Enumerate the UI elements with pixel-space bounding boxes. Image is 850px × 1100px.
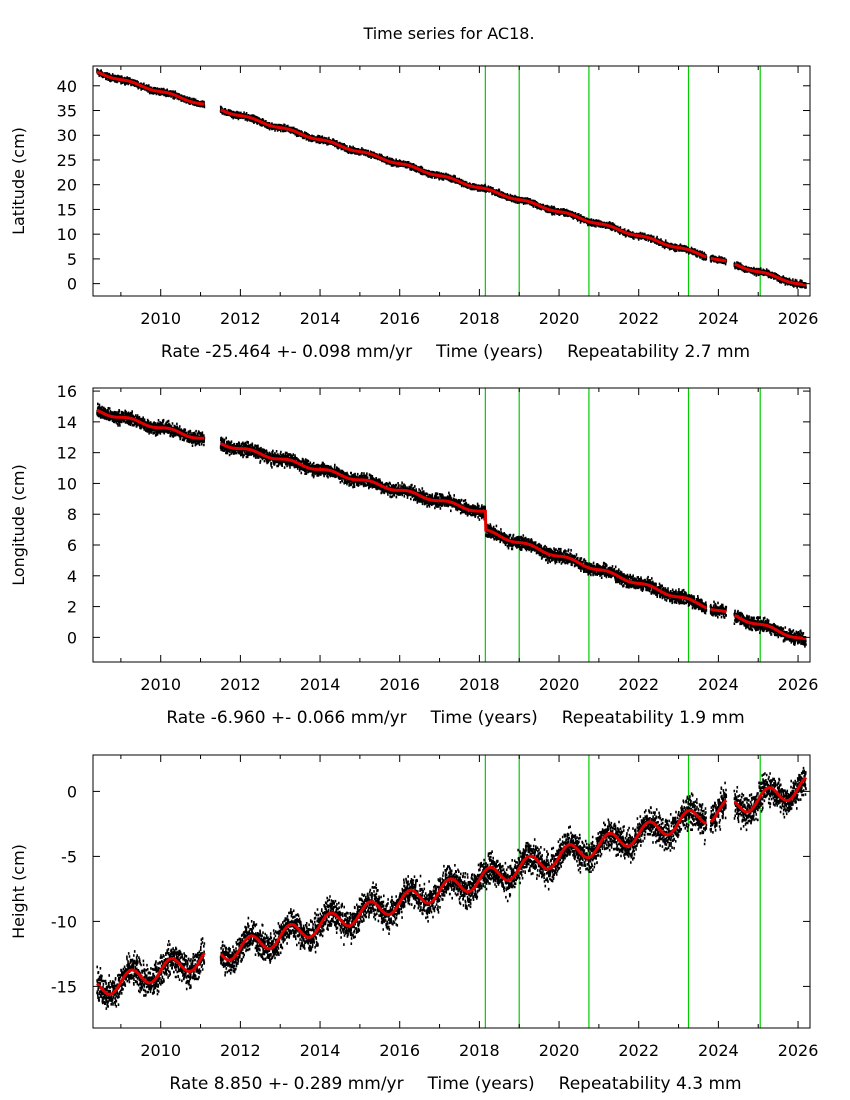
x-tick-label: 2026	[778, 309, 819, 328]
x-tick-label: 2022	[618, 675, 659, 694]
x-tick-label: 2016	[379, 675, 420, 694]
y-tick-label: 5	[67, 250, 77, 269]
rate-text: Rate 8.850 +- 0.289 mm/yr	[169, 1074, 403, 1094]
x-tick-label: 2018	[459, 1041, 500, 1060]
x-tick-label: 2012	[220, 1041, 261, 1060]
longitude-panel: 2010 2012 2014 2016 2018 2020 2022 2024 2026 0 2 4 6…	[9, 382, 818, 728]
x-tick-label: 2022	[618, 1041, 659, 1060]
y-tick-label: 4	[67, 567, 77, 586]
latitude-panel: 2010 2012 2014 2016 2018 2020 2022 2024 2026 0 5 10…	[9, 65, 819, 362]
x-axis-label: Time (years)	[430, 708, 538, 728]
y-tick-label: 6	[67, 536, 77, 555]
y-tick-label: 30	[57, 126, 77, 145]
x-axis-caption: Rate -25.464 +- 0.098 mm/yr Time (years) R…	[161, 342, 750, 362]
plot-frame	[92, 754, 811, 1029]
repeatability-text: Repeatability 1.9 mm	[562, 708, 745, 728]
x-tick-label: 2018	[459, 309, 500, 328]
y-tick-label: 14	[57, 413, 77, 432]
x-tick-label: 2014	[300, 309, 341, 328]
y-tick-label: 2	[67, 598, 77, 617]
x-axis-caption: Rate -6.960 +- 0.066 mm/yr Time (years) Re…	[166, 708, 744, 728]
y-tick-label: 20	[57, 176, 77, 195]
x-axis-caption: Rate 8.850 +- 0.289 mm/yr Time (years) Rep…	[169, 1074, 741, 1094]
y-tick-label: 15	[57, 200, 77, 219]
x-tick-label: 2020	[539, 675, 580, 694]
x-tick-label: 2020	[539, 1041, 580, 1060]
y-axis-label: Longitude (cm)	[9, 464, 28, 586]
x-tick-label: 2010	[140, 1041, 181, 1060]
x-tick-label: 2012	[220, 309, 261, 328]
repeatability-text: Repeatability 4.3 mm	[559, 1074, 742, 1094]
x-axis-label: Time (years)	[427, 1074, 535, 1094]
y-tick-label: 16	[57, 382, 77, 401]
x-tick-label: 2024	[698, 675, 739, 694]
y-tick-label: 0	[67, 275, 77, 294]
figure-title: Time series for AC18.	[362, 24, 534, 43]
plot-frame	[92, 387, 811, 663]
rate-text: Rate -6.960 +- 0.066 mm/yr	[166, 708, 406, 728]
y-tick-label: -10	[51, 912, 77, 931]
height-panel: 2010 2012 2014 2016 2018 2020 2022 2024 2026 0 -5 -…	[9, 754, 819, 1094]
y-tick-label: -15	[51, 977, 77, 996]
model-curve	[96, 70, 807, 287]
y-axis-label: Height (cm)	[9, 844, 28, 939]
y-tick-label: 10	[57, 474, 77, 493]
y-tick-label: 0	[67, 628, 77, 647]
x-tick-label: 2026	[778, 675, 819, 694]
y-tick-label: 12	[57, 444, 77, 463]
x-tick-label: 2024	[698, 1041, 739, 1060]
y-tick-label: -5	[61, 847, 77, 866]
plot-frame	[92, 65, 811, 297]
x-tick-label: 2022	[618, 309, 659, 328]
model-curve	[96, 776, 808, 996]
y-axis-label: Latitude (cm)	[9, 127, 28, 235]
x-tick-label: 2016	[379, 309, 420, 328]
x-tick-label: 2016	[379, 1041, 420, 1060]
x-tick-label: 2012	[220, 675, 261, 694]
y-tick-label: 8	[67, 505, 77, 524]
x-tick-label: 2010	[140, 675, 181, 694]
x-tick-label: 2014	[300, 675, 341, 694]
x-tick-label: 2024	[698, 309, 739, 328]
model-curve	[96, 408, 807, 641]
x-tick-label: 2020	[539, 309, 580, 328]
data-points	[96, 766, 807, 1010]
y-tick-label: 35	[57, 102, 77, 121]
x-axis-label: Time (years)	[435, 342, 543, 362]
repeatability-text: Repeatability 2.7 mm	[567, 342, 750, 362]
y-tick-label: 10	[57, 225, 77, 244]
x-tick-label: 2010	[140, 309, 181, 328]
rate-text: Rate -25.464 +- 0.098 mm/yr	[161, 342, 412, 362]
x-tick-label: 2014	[300, 1041, 341, 1060]
x-tick-label: 2018	[459, 675, 500, 694]
y-tick-label: 40	[57, 77, 77, 96]
y-tick-label: 0	[67, 782, 77, 801]
x-tick-label: 2026	[778, 1041, 819, 1060]
y-tick-label: 25	[57, 151, 77, 170]
